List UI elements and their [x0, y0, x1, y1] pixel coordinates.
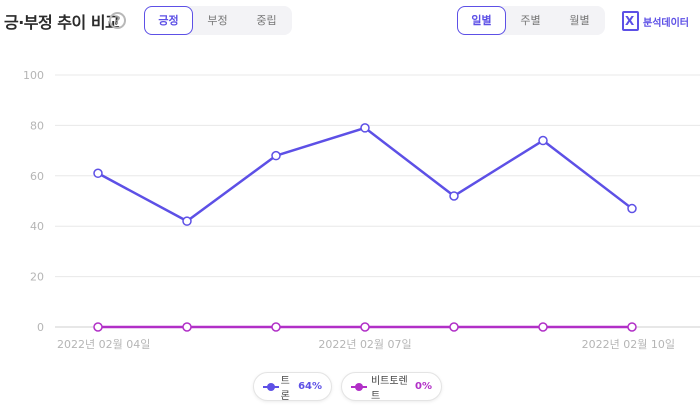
y-tick-label: 0	[37, 321, 44, 334]
legend-marker	[351, 382, 367, 392]
legend-percent: 64%	[298, 381, 322, 392]
legend-name: 트론	[280, 375, 290, 402]
legend-marker	[263, 382, 279, 392]
data-point	[449, 322, 459, 332]
tab-negative[interactable]: 부정	[207, 14, 228, 27]
legend-percent: 0%	[415, 381, 432, 392]
legend-name: 비트토렌트	[370, 375, 408, 402]
data-point	[182, 322, 192, 332]
export-data-label: 분석데이터	[643, 17, 689, 29]
data-point	[360, 322, 370, 332]
x-tick-label: 2022년 02월 10일	[582, 337, 675, 351]
excel-icon: X	[622, 11, 639, 31]
sentiment-toggle: 긍정 부정 중립	[144, 6, 292, 35]
y-tick-label: 100	[23, 69, 44, 82]
data-point	[627, 203, 637, 214]
data-point	[360, 123, 370, 133]
line-chart: 0 20 40 60 80 100 2022년 02월 04일 2022년 02월 07일 20…	[23, 69, 700, 351]
data-point	[182, 216, 192, 226]
legend-item-bittorrent[interactable]: 비트토렌트 0%	[341, 372, 442, 402]
y-tick-label: 40	[30, 220, 44, 233]
data-point	[271, 322, 281, 332]
data-point	[538, 322, 548, 332]
data-point	[271, 150, 281, 161]
y-tick-label: 60	[30, 170, 44, 183]
y-tick-label: 20	[30, 271, 44, 284]
data-point	[93, 168, 103, 179]
legend-item-tron[interactable]: 트론 64%	[253, 372, 332, 402]
period-toggle: 일별 주별 월별	[457, 6, 605, 35]
x-tick-label: 2022년 02월 07일	[318, 337, 411, 351]
data-point	[538, 135, 548, 146]
x-tick-label: 2022년 02월 04일	[57, 337, 150, 351]
export-data-button[interactable]: X 분석데이터	[622, 11, 689, 31]
help-icon[interactable]: ?	[109, 12, 126, 29]
tab-weekly[interactable]: 주별	[520, 14, 541, 27]
tab-neutral[interactable]: 중립	[256, 14, 277, 27]
tab-monthly[interactable]: 월별	[569, 14, 590, 27]
data-point	[93, 322, 103, 332]
data-point	[627, 322, 637, 332]
data-point	[449, 191, 459, 201]
y-tick-label: 80	[30, 119, 44, 132]
chart-title: 긍·부정 추이 비교	[4, 13, 120, 32]
series-line	[97, 126, 633, 223]
tab-daily[interactable]: 일별	[457, 6, 506, 35]
tab-positive[interactable]: 긍정	[144, 6, 193, 35]
